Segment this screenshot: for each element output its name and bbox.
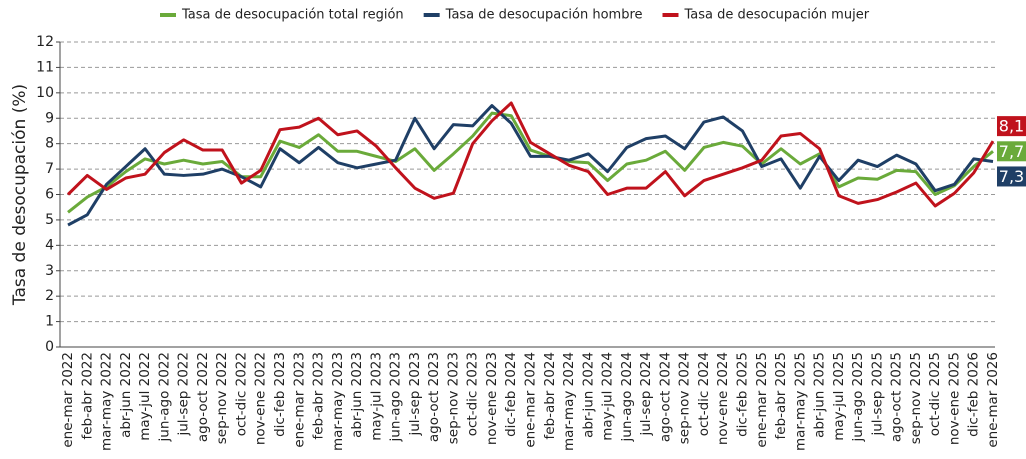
end-label-box [997,116,1026,137]
y-tick-label: 5 [45,212,54,228]
x-tick-label: oct-dic 2023 [465,352,481,436]
x-tick-label: ago-oct 2025 [889,352,905,442]
x-tick-label: sep-nov 2024 [677,352,693,444]
x-tick-label: sep-nov 2022 [214,352,230,444]
x-tick-label: mar-may 2023 [330,352,346,451]
x-tick-label: abr-jun 2024 [580,352,596,438]
x-tick-label: ene-mar 2024 [523,352,539,448]
x-tick-label: mar-may 2025 [792,352,808,451]
x-tick-label: ago-oct 2023 [426,352,442,442]
x-tick-label: feb-abr 2022 [79,352,95,440]
y-tick-label: 11 [36,59,54,75]
x-tick-label: jun-ago 2022 [156,352,172,442]
y-tick-label: 4 [45,237,54,253]
end-label: 8,1 [999,117,1024,136]
legend-label: Tasa de desocupación mujer [684,8,870,23]
x-tick-label: ago-oct 2024 [657,352,673,442]
x-tick-label: jul-sep 2022 [176,352,192,437]
x-tick-label: feb-abr 2024 [542,352,558,440]
y-tick-label: 0 [45,339,54,355]
y-tick-label: 3 [45,263,54,279]
x-tick-label: dic-feb 2024 [503,352,519,437]
x-tick-label: nov-ene 2024 [715,352,731,445]
x-tick-label: ene-mar 2022 [60,352,76,448]
y-tick-label: 8 [45,136,54,152]
series-line [66,101,995,208]
x-tick-label: mar-may 2022 [99,352,115,451]
x-tick-label: oct-dic 2024 [696,352,712,436]
y-tick-label: 2 [45,288,54,304]
end-label-box [997,166,1026,187]
x-tick-label: feb-abr 2025 [773,352,789,440]
x-tick-label: abr-jun 2025 [812,352,828,438]
y-tick-label: 12 [36,34,54,50]
x-tick-label: nov-ene 2022 [253,352,269,445]
x-tick-label: ene-mar 2026 [985,352,1001,448]
y-tick-label: 10 [36,85,54,101]
x-tick-label: may-jul 2024 [600,352,616,441]
x-tick-label: nov-ene 2023 [484,352,500,445]
y-tick-label: 9 [45,110,54,126]
x-tick-label: jun-ago 2024 [619,352,635,442]
series-line [67,104,994,227]
end-label-box [997,141,1026,162]
x-tick-label: mar-may 2024 [561,352,577,451]
x-tick-label: ago-oct 2022 [195,352,211,442]
series-line [67,111,994,214]
x-tick-label: nov-ene 2025 [946,352,962,445]
x-tick-label: abr-jun 2022 [118,352,134,438]
x-tick-label: oct-dic 2025 [927,352,943,436]
x-tick-label: sep-nov 2023 [445,352,461,444]
x-tick-label: ene-mar 2023 [291,352,307,448]
x-tick-label: may-jul 2023 [368,352,384,441]
y-tick-label: 1 [45,314,54,330]
x-tick-label: feb-abr 2023 [311,352,327,440]
x-tick-label: jul-sep 2025 [869,352,885,437]
y-tick-label: 7 [45,161,54,177]
x-tick-label: abr-jun 2023 [349,352,365,438]
x-tick-label: may-jul 2025 [831,352,847,441]
x-tick-label: jul-sep 2023 [407,352,423,437]
y-tick-label: 6 [45,187,54,203]
x-tick-label: dic-feb 2023 [272,352,288,437]
x-tick-label: dic-feb 2025 [734,352,750,437]
legend-label: Tasa de desocupación hombre [445,8,643,23]
x-tick-label: dic-feb 2026 [966,352,982,437]
x-tick-label: jul-sep 2024 [638,352,654,437]
x-tick-label: oct-dic 2022 [233,352,249,436]
x-tick-label: jun-ago 2025 [850,352,866,442]
y-axis-title: Tasa de desocupación (%) [10,84,30,306]
legend-label: Tasa de desocupación total región [181,8,404,23]
end-label: 7,3 [999,167,1024,186]
x-tick-label: jun-ago 2023 [388,352,404,442]
x-tick-label: sep-nov 2025 [908,352,924,444]
x-tick-label: may-jul 2022 [137,352,153,441]
x-tick-label: ene-mar 2025 [754,352,770,448]
end-label: 7,7 [999,142,1024,161]
